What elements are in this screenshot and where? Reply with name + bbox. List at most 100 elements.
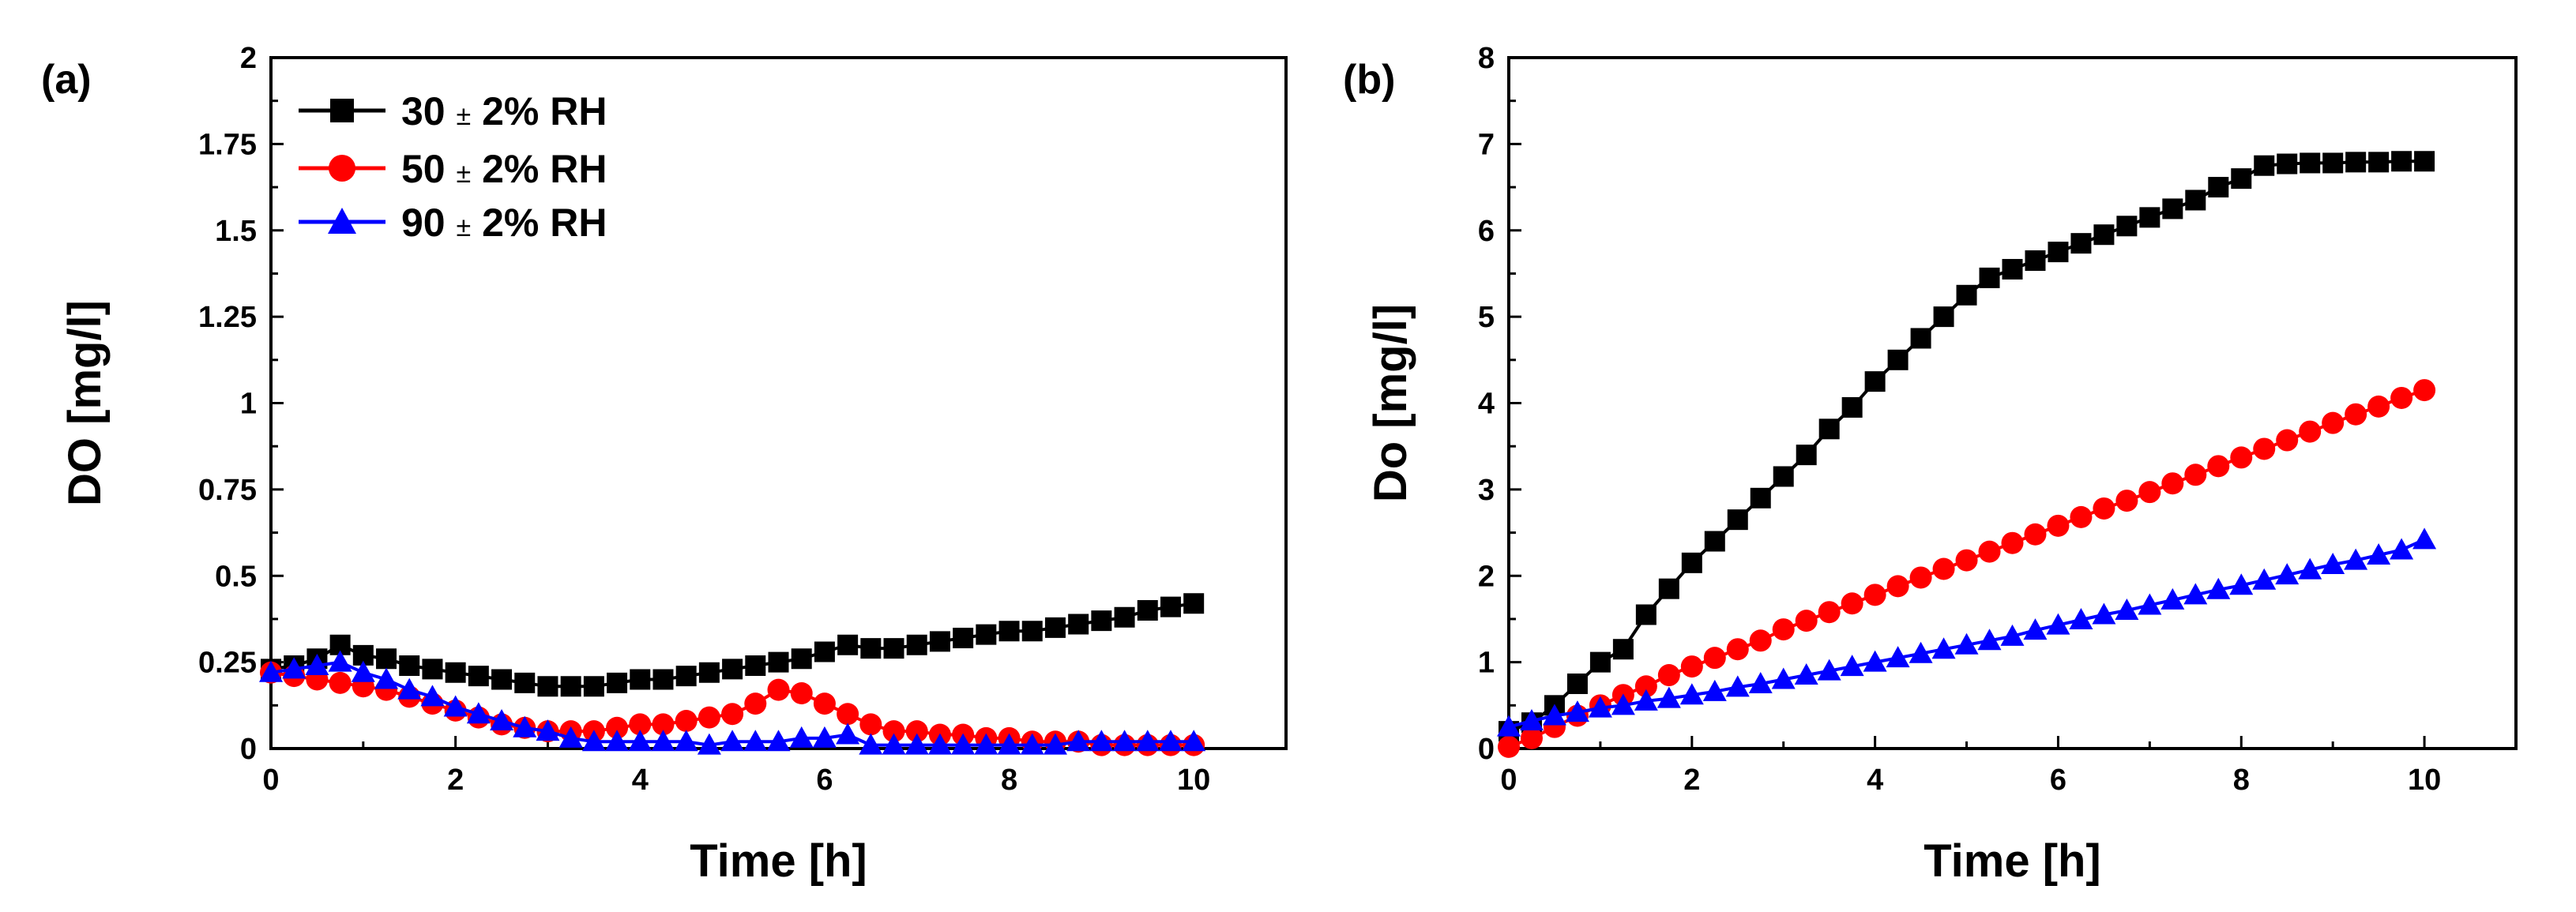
data-point-30rh-b — [2345, 152, 2367, 173]
data-point-30rh-a — [906, 634, 927, 655]
data-point-30rh-b — [1750, 487, 1771, 509]
data-point-90rh-b — [2390, 538, 2414, 560]
data-point-90rh-a — [927, 733, 952, 755]
data-point-30rh-b — [2185, 190, 2206, 211]
data-point-50rh-b — [2299, 420, 2322, 443]
legend-marker-50rh — [329, 155, 355, 182]
data-point-50rh-b — [1680, 655, 1703, 678]
y-tick-label-a: 0.75 — [198, 474, 257, 507]
data-point-50rh-a — [606, 716, 629, 739]
data-point-50rh-b — [1772, 618, 1795, 641]
x-tick-label-a: 10 — [1177, 764, 1210, 797]
x-tick-label-b: 0 — [1500, 764, 1517, 797]
data-point-90rh-a — [1112, 730, 1137, 752]
data-point-90rh-b — [2252, 568, 2277, 590]
data-point-90rh-b — [2298, 557, 2322, 580]
data-point-90rh-b — [1794, 663, 1818, 685]
data-point-50rh-a — [744, 692, 767, 715]
data-point-90rh-b — [1588, 696, 1612, 718]
data-point-50rh-b — [2390, 386, 2413, 409]
x-tick-label-b: 4 — [1867, 764, 1883, 797]
data-point-90rh-b — [1954, 632, 1979, 655]
data-point-90rh-b — [1702, 679, 1727, 701]
data-point-90rh-b — [1542, 704, 1566, 726]
data-point-90rh-a — [466, 702, 491, 724]
data-point-30rh-a — [791, 648, 812, 670]
y-tick-label-b: 1 — [1478, 647, 1495, 680]
data-point-90rh-a — [859, 733, 883, 755]
data-point-90rh-b — [1748, 671, 1773, 693]
data-point-30rh-a — [768, 651, 789, 673]
data-point-30rh-a — [445, 662, 466, 683]
y-tick-label-b: 7 — [1478, 128, 1495, 161]
data-point-90rh-a — [374, 667, 399, 689]
data-point-90rh-a — [259, 660, 283, 682]
data-point-30rh-a — [537, 676, 558, 697]
data-point-50rh-b — [1703, 647, 1726, 670]
data-point-30rh-a — [1044, 617, 1066, 638]
data-point-50rh-b — [2413, 379, 2436, 402]
x-tick-label-a: 4 — [632, 764, 649, 797]
y-tick-label-b: 8 — [1478, 42, 1495, 75]
x-tick-label-b: 8 — [2233, 764, 2250, 797]
data-point-90rh-b — [2023, 618, 2048, 640]
series-90rh-b — [1497, 527, 2437, 737]
y-tick-label-b: 5 — [1478, 301, 1495, 334]
data-point-30rh-a — [583, 676, 604, 697]
data-point-30rh-b — [2139, 207, 2160, 228]
x-tick-label-a: 2 — [447, 764, 464, 797]
y-tick-label-a: 0.5 — [215, 560, 257, 593]
data-point-90rh-b — [1634, 689, 1658, 711]
data-point-90rh-a — [836, 722, 860, 745]
data-point-30rh-b — [2277, 153, 2298, 175]
data-point-50rh-b — [1818, 601, 1841, 624]
data-point-50rh-b — [2093, 497, 2115, 520]
data-point-90rh-a — [328, 650, 352, 672]
data-point-90rh-a — [720, 730, 745, 752]
data-point-50rh-a — [329, 671, 352, 694]
data-point-90rh-b — [1565, 700, 1589, 722]
data-point-90rh-b — [1863, 650, 1887, 672]
y-tick-label-a: 1 — [240, 388, 257, 421]
series-30rh-a — [261, 593, 1205, 697]
data-point-90rh-a — [397, 677, 422, 700]
legend: 30 ± 2% RH 50 ± 2% RH 90 ± 2% RH — [299, 89, 607, 245]
data-point-50rh-b — [2070, 505, 2093, 528]
data-point-30rh-a — [1091, 610, 1112, 632]
data-point-30rh-b — [1566, 673, 1588, 694]
data-point-90rh-a — [1182, 730, 1206, 752]
y-tick-label-a: 1.25 — [198, 301, 257, 334]
data-point-90rh-a — [651, 730, 675, 752]
data-point-50rh-a — [813, 692, 836, 715]
data-point-30rh-a — [1021, 621, 1043, 642]
data-point-50rh-b — [1520, 726, 1543, 749]
data-point-90rh-b — [2046, 613, 2070, 635]
data-point-50rh-b — [1841, 592, 1863, 615]
data-point-90rh-b — [1771, 667, 1796, 689]
data-point-30rh-b — [1979, 267, 2000, 288]
data-point-30rh-b — [1887, 349, 1908, 370]
data-point-30rh-a — [468, 666, 489, 687]
data-point-90rh-a — [766, 730, 791, 752]
x-tick-label-b: 6 — [2050, 764, 2066, 797]
data-point-50rh-b — [1978, 540, 2001, 563]
data-point-50rh-b — [1955, 549, 1978, 572]
data-point-30rh-a — [399, 655, 420, 676]
x-axis-title-b: Time [h] — [1924, 835, 2101, 887]
x-tick-label-a: 6 — [816, 764, 833, 797]
data-point-50rh-b — [2161, 472, 2184, 495]
data-point-30rh-a — [652, 669, 674, 690]
data-point-90rh-b — [1908, 641, 1933, 663]
data-point-90rh-b — [1977, 629, 2002, 651]
data-point-30rh-b — [2162, 198, 2183, 220]
data-point-30rh-a — [607, 672, 628, 693]
data-point-90rh-b — [2229, 573, 2254, 595]
data-point-90rh-a — [581, 730, 606, 752]
data-point-30rh-a — [1114, 606, 1135, 628]
data-point-90rh-a — [490, 709, 514, 730]
data-point-30rh-a — [953, 628, 974, 648]
data-point-50rh-b — [2367, 395, 2390, 418]
panel-label-b: (b) — [1343, 57, 1395, 103]
data-point-90rh-b — [1840, 655, 1864, 677]
data-point-50rh-b — [1498, 735, 1520, 758]
